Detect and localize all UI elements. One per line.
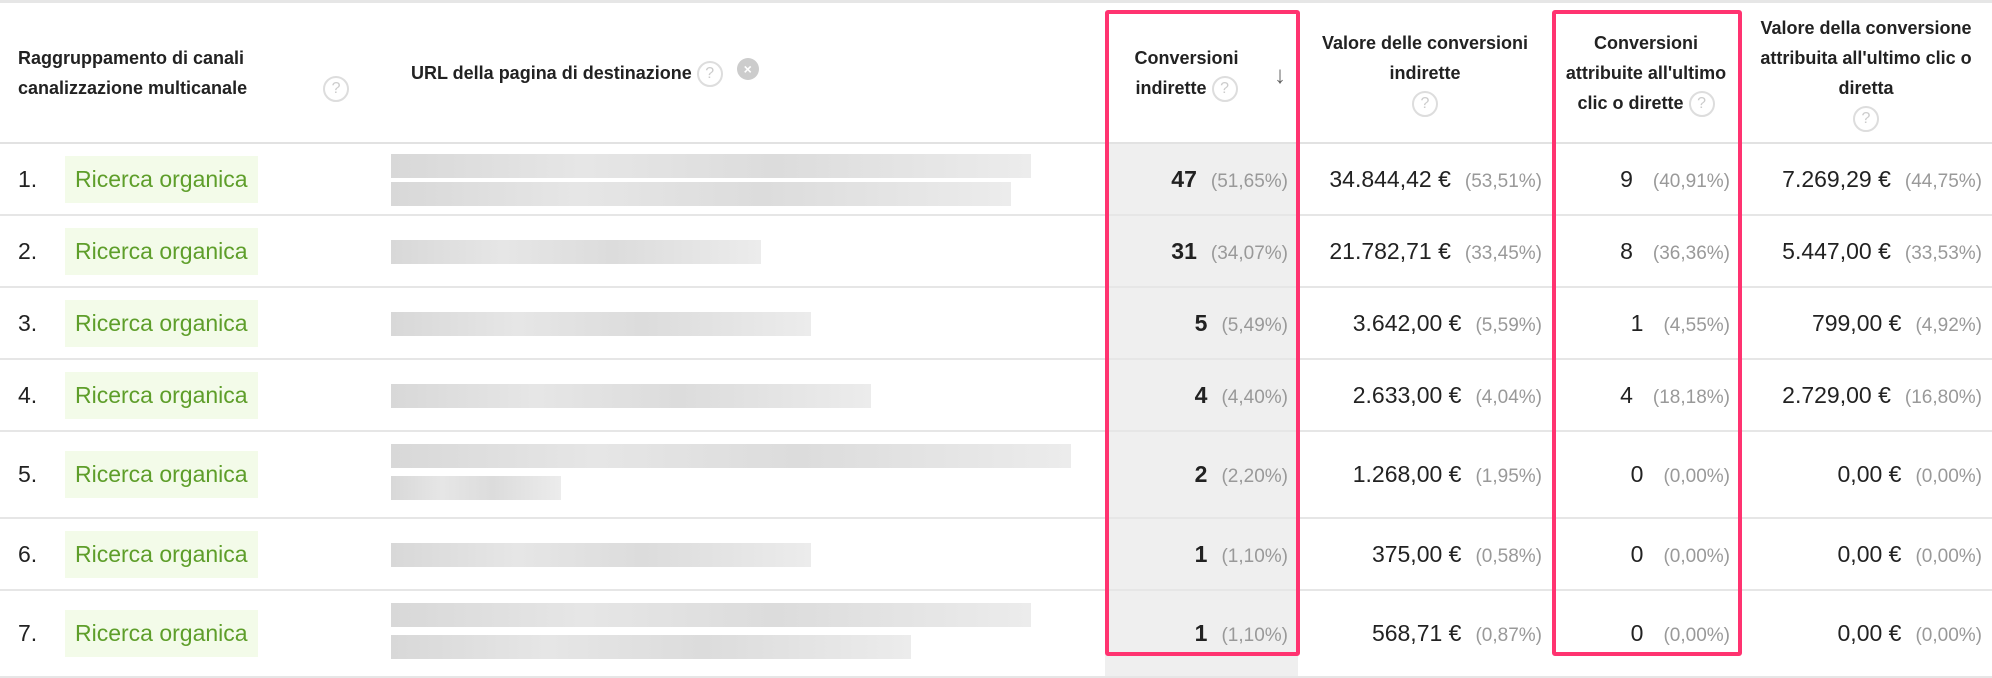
- last-click-value-cell: 0,00 € (0,00%): [1740, 431, 1992, 519]
- header-assisted-conversions[interactable]: Conversioni indirette ? ↓: [1105, 3, 1298, 144]
- channel-link[interactable]: Ricerca organica: [65, 371, 258, 419]
- table-row: 4. Ricerca organica 4 (4,40%) 2.633,00 € (4…: [0, 359, 1992, 432]
- blurred-url-line: [391, 543, 811, 567]
- last-click-value-cell: 799,00 € (4,92%): [1740, 287, 1992, 360]
- assisted-value-cell: 34.844,42 € (53,51%): [1298, 143, 1552, 216]
- blurred-url-line: [391, 444, 1071, 468]
- channel-link[interactable]: Ricerca organica: [65, 451, 258, 498]
- channel-cell: 6. Ricerca organica: [0, 518, 381, 591]
- last-click-cell: 0 (0,00%): [1552, 518, 1740, 591]
- help-icon[interactable]: ?: [1412, 90, 1438, 117]
- table-row: 6. Ricerca organica 1 (1,10%) 375,00 € (0,5…: [0, 518, 1992, 591]
- url-cell[interactable]: [381, 518, 1105, 591]
- last-click-cell: 0 (0,00%): [1552, 590, 1740, 678]
- sort-descending-icon[interactable]: ↓: [1274, 62, 1286, 89]
- channel-cell: 1. Ricerca organica: [0, 143, 381, 216]
- last-click-value-cell: 0,00 € (0,00%): [1740, 518, 1992, 591]
- assisted-cell: 5 (5,49%): [1105, 287, 1298, 360]
- table-row: 7. Ricerca organica 1 (1,10%) 568,71 € (0,8…: [0, 590, 1992, 678]
- channel-link[interactable]: Ricerca organica: [65, 299, 258, 347]
- url-cell[interactable]: [381, 590, 1105, 678]
- last-click-value-cell: 5.447,00 € (33,53%): [1740, 215, 1992, 288]
- blurred-url-line: [391, 603, 1031, 627]
- row-index: 4.: [18, 381, 38, 408]
- blurred-url-line: [391, 476, 561, 500]
- help-icon[interactable]: ?: [1211, 75, 1238, 102]
- help-icon[interactable]: ?: [1853, 105, 1879, 132]
- channel-link[interactable]: Ricerca organica: [65, 530, 258, 578]
- channel-cell: 2. Ricerca organica: [0, 215, 381, 288]
- header-last-click-value[interactable]: Valore della conversione attribuita all'…: [1740, 3, 1992, 144]
- top-divider: [0, 0, 1992, 3]
- last-click-cell: 8 (36,36%): [1552, 215, 1740, 288]
- channel-link[interactable]: Ricerca organica: [65, 227, 258, 275]
- header-assisted-value[interactable]: Valore delle conversioni indirette?: [1298, 3, 1552, 144]
- assisted-value-cell: 568,71 € (0,87%): [1298, 590, 1552, 678]
- assisted-cell: 47 (51,65%): [1105, 143, 1298, 216]
- channel-cell: 5. Ricerca organica: [0, 431, 381, 519]
- table-row: 2. Ricerca organica 31 (34,07%) 21.782,71 …: [0, 215, 1992, 288]
- table-row: 5. Ricerca organica 2 (2,20%) 1.268,00 € (1…: [0, 431, 1992, 519]
- blurred-url-line: [391, 182, 1011, 206]
- last-click-value-cell: 2.729,00 € (16,80%): [1740, 359, 1992, 432]
- assisted-value-cell: 21.782,71 € (33,45%): [1298, 215, 1552, 288]
- last-click-cell: 1 (4,55%): [1552, 287, 1740, 360]
- url-cell[interactable]: [381, 359, 1105, 432]
- help-icon[interactable]: ?: [323, 75, 350, 102]
- header-channel[interactable]: Raggruppamento di canali canalizzazione …: [0, 3, 381, 144]
- assisted-value-cell: 2.633,00 € (4,04%): [1298, 359, 1552, 432]
- blurred-url[interactable]: [381, 360, 1105, 430]
- header-row: Raggruppamento di canali canalizzazione …: [0, 3, 1992, 144]
- blurred-url-line: [391, 312, 811, 336]
- url-cell[interactable]: [381, 215, 1105, 288]
- help-icon[interactable]: ?: [696, 60, 723, 87]
- assisted-value-cell: 3.642,00 € (5,59%): [1298, 287, 1552, 360]
- row-index: 5.: [18, 461, 38, 487]
- blurred-url-line: [391, 635, 911, 659]
- header-url[interactable]: URL della pagina di destinazione ? ×: [381, 3, 1105, 144]
- last-click-cell: 4 (18,18%): [1552, 359, 1740, 432]
- report-table: Raggruppamento di canali canalizzazione …: [0, 3, 1992, 678]
- blurred-url-line: [391, 240, 761, 264]
- url-cell[interactable]: [381, 287, 1105, 360]
- channel-cell: 7. Ricerca organica: [0, 590, 381, 678]
- assisted-cell: 31 (34,07%): [1105, 215, 1298, 288]
- assisted-value-cell: 375,00 € (0,58%): [1298, 518, 1552, 591]
- blurred-url[interactable]: [381, 216, 1105, 286]
- blurred-url-line: [391, 384, 871, 408]
- last-click-value-cell: 0,00 € (0,00%): [1740, 590, 1992, 678]
- blurred-url[interactable]: [381, 432, 1105, 517]
- row-index: 6.: [18, 540, 38, 567]
- channel-link[interactable]: Ricerca organica: [65, 155, 258, 203]
- blurred-url[interactable]: [381, 288, 1105, 358]
- remove-dimension-icon[interactable]: ×: [736, 57, 759, 80]
- help-icon[interactable]: ?: [1688, 90, 1715, 117]
- last-click-value-cell: 7.269,29 € (44,75%): [1740, 143, 1992, 216]
- assisted-cell: 4 (4,40%): [1105, 359, 1298, 432]
- table-row: 1. Ricerca organica 47 (51,65%) 34.844,42 …: [0, 143, 1992, 216]
- channel-cell: 3. Ricerca organica: [0, 287, 381, 360]
- assisted-cell: 1 (1,10%): [1105, 518, 1298, 591]
- blurred-url[interactable]: [381, 591, 1105, 676]
- table-row: 3. Ricerca organica 5 (5,49%) 3.642,00 € (5…: [0, 287, 1992, 360]
- channel-link[interactable]: Ricerca organica: [65, 610, 258, 657]
- header-last-click-conversions[interactable]: Conversioni attribuite all'ultimo clic o…: [1552, 3, 1740, 144]
- last-click-cell: 9 (40,91%): [1552, 143, 1740, 216]
- channel-cell: 4. Ricerca organica: [0, 359, 381, 432]
- row-index: 3.: [18, 309, 38, 336]
- row-index: 2.: [18, 237, 38, 264]
- assisted-value-cell: 1.268,00 € (1,95%): [1298, 431, 1552, 519]
- assisted-cell: 1 (1,10%): [1105, 590, 1298, 678]
- url-cell[interactable]: [381, 431, 1105, 519]
- url-cell[interactable]: [381, 143, 1105, 216]
- assisted-cell: 2 (2,20%): [1105, 431, 1298, 519]
- blurred-url[interactable]: [381, 144, 1105, 214]
- blurred-url-line: [391, 154, 1031, 178]
- blurred-url[interactable]: [381, 519, 1105, 589]
- row-index: 7.: [18, 620, 38, 646]
- last-click-cell: 0 (0,00%): [1552, 431, 1740, 519]
- row-index: 1.: [18, 165, 38, 192]
